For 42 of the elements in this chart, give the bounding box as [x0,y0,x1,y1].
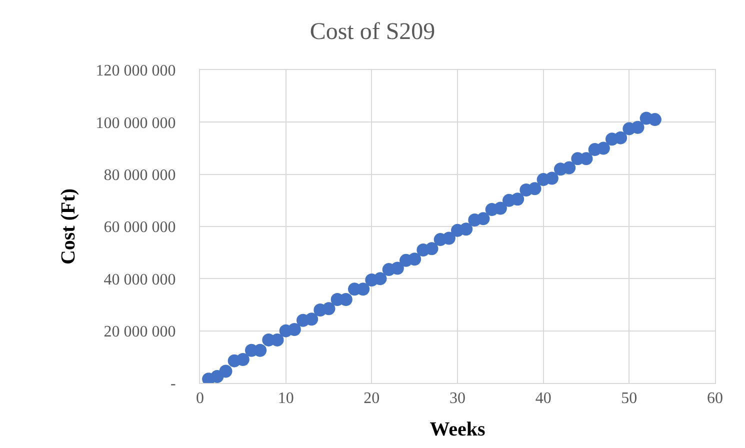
point [442,232,456,245]
point [648,113,662,126]
point [476,212,490,226]
point [254,344,267,357]
y-tick-label: 40 000 000 [104,271,176,288]
point [305,312,318,326]
x-axis-title: Weeks [430,418,486,441]
x-tick-label: 10 [278,390,294,408]
y-tick-label: 20 000 000 [104,323,176,340]
point [288,323,301,336]
point [356,282,370,296]
y-tick-label: - [170,376,176,393]
point [580,152,593,166]
point [219,364,232,378]
point [614,131,628,144]
point [322,302,336,316]
x-tick-label: 60 [707,390,723,408]
point [408,252,422,266]
point [374,272,387,286]
x-tick-label: 50 [621,390,638,408]
y-axis-title: Cost (Ft) [57,188,80,265]
x-tick-label: 0 [196,390,204,408]
point [390,262,404,275]
point [425,242,438,256]
chart-title: Cost of S209 [310,19,436,46]
point [270,333,284,346]
y-tick-label: 80 000 000 [104,166,176,184]
point [494,202,507,215]
x-tick-label: 30 [450,390,466,408]
point [562,161,576,174]
y-tick-label: 60 000 000 [104,219,176,236]
point [460,222,473,236]
point [236,353,250,366]
y-tick-label: 120 000 000 [96,62,176,80]
y-tick-label: 100 000 000 [96,114,176,132]
point [596,142,610,155]
point [631,120,644,134]
point [511,192,524,206]
point [545,172,558,185]
x-tick-label: 20 [364,390,380,408]
point [528,182,542,196]
x-tick-label: 40 [535,390,552,408]
